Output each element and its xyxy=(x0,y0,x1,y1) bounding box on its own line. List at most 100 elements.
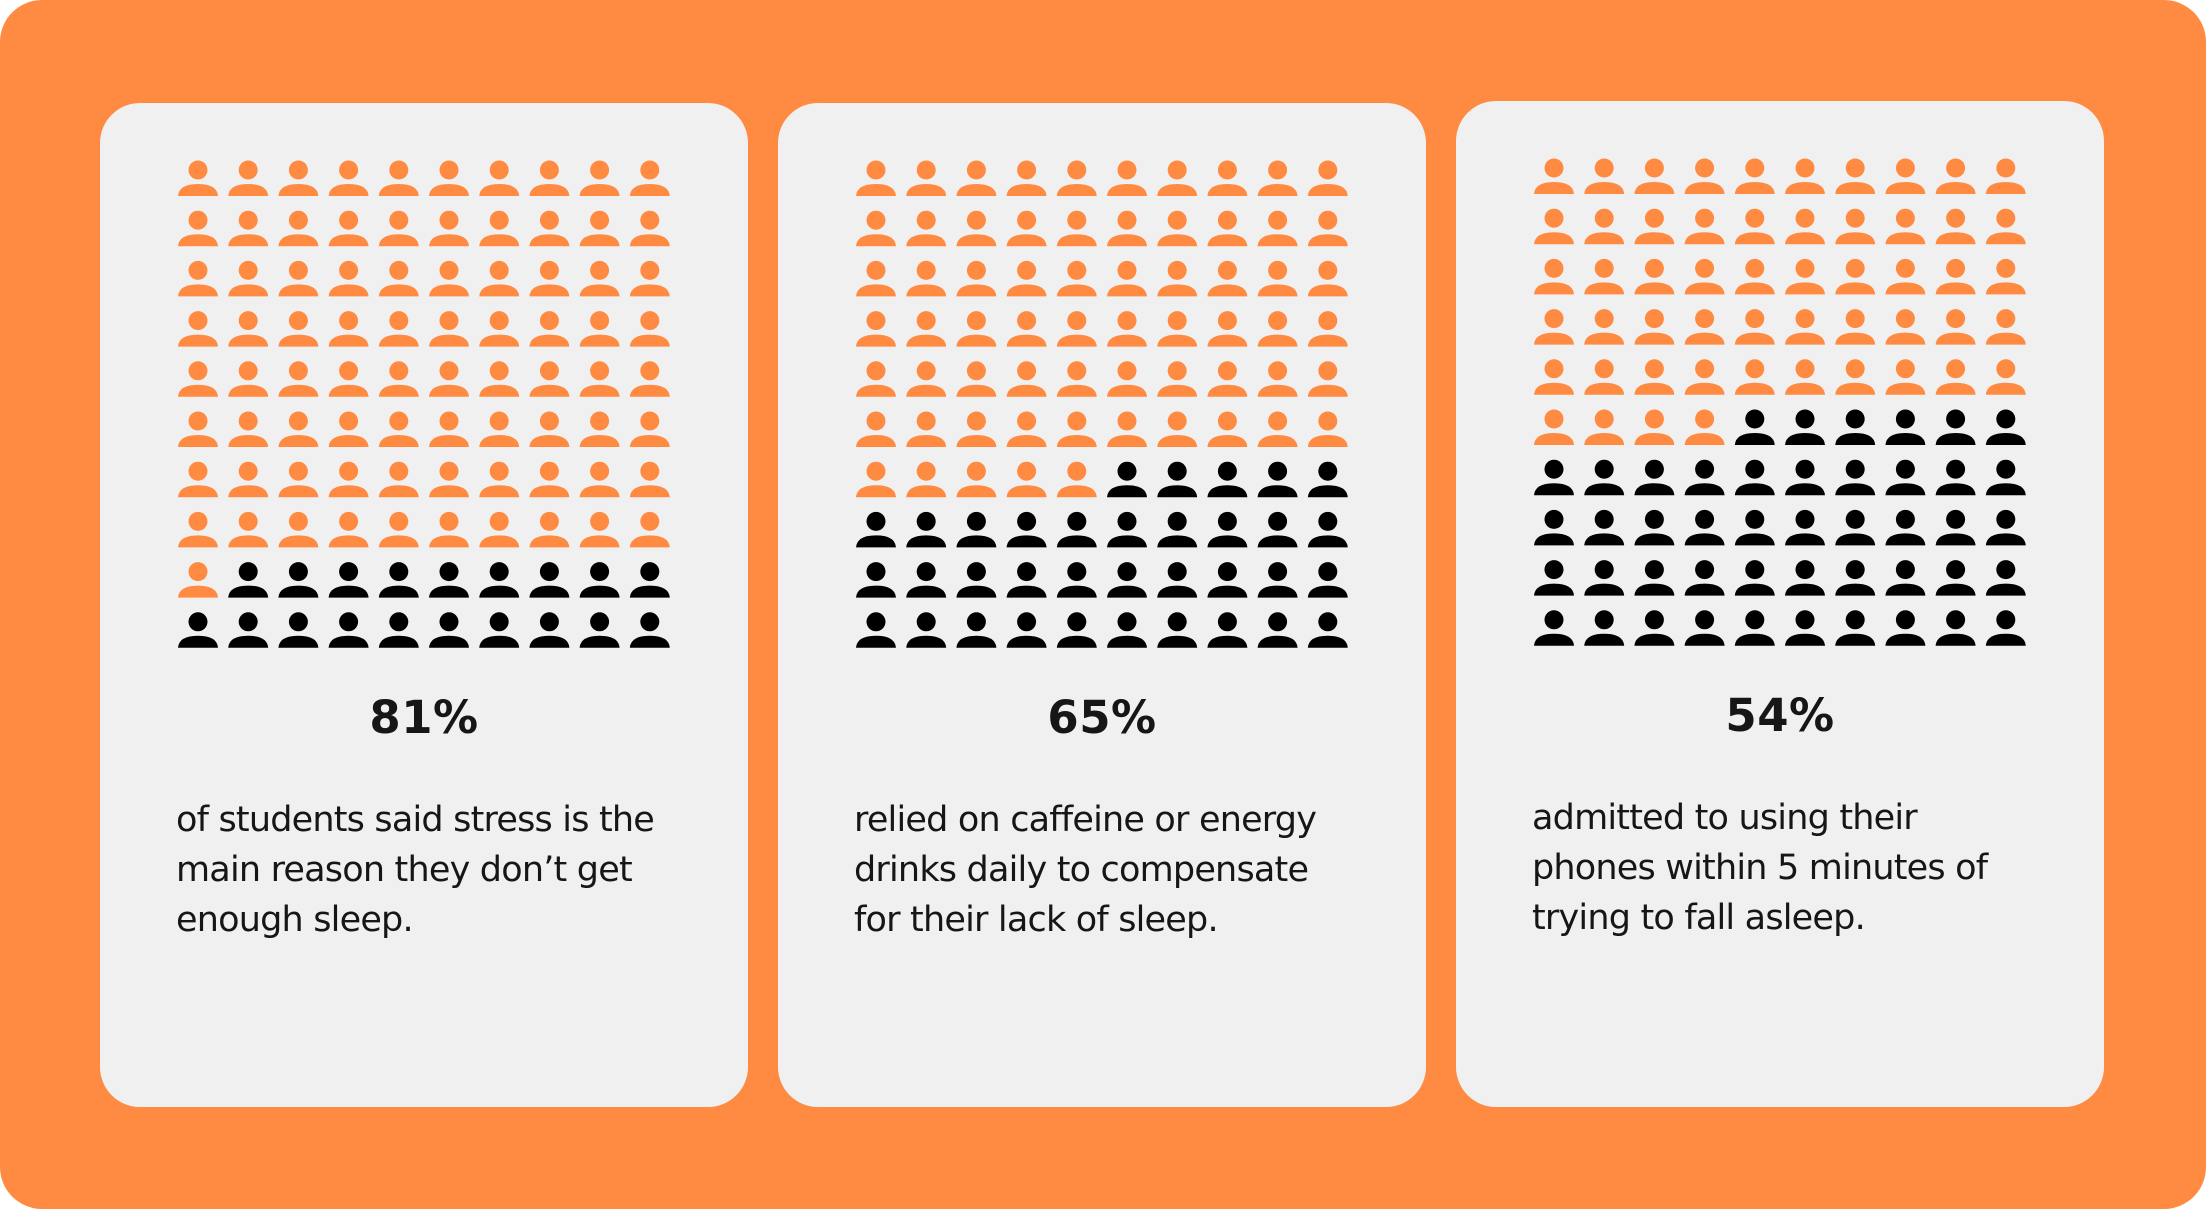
person-icon-highlighted xyxy=(906,411,947,447)
person-icon-highlighted xyxy=(629,260,670,297)
person-icon-highlighted xyxy=(178,260,218,297)
person-icon-highlighted xyxy=(1006,361,1047,397)
stat-description: admitted to using their phones within 5 … xyxy=(1532,793,2072,943)
person-icon xyxy=(1634,560,1675,596)
description-line: admitted to using their xyxy=(1532,798,1918,838)
person-icon-highlighted xyxy=(1006,461,1047,498)
person-icon-highlighted xyxy=(629,461,670,498)
person-icon-highlighted xyxy=(1584,309,1625,345)
person-icon xyxy=(1835,560,1876,596)
pictogram-grid xyxy=(178,160,673,659)
person-icon-highlighted xyxy=(1107,160,1147,196)
person-icon-highlighted xyxy=(328,411,369,447)
person-icon-highlighted xyxy=(1157,260,1198,297)
person-icon-highlighted xyxy=(378,260,419,297)
person-icon xyxy=(1584,560,1625,596)
description-line: enough sleep. xyxy=(176,900,414,940)
person-icon-highlighted xyxy=(1985,359,2026,395)
person-icon-highlighted xyxy=(178,511,218,548)
person-icon xyxy=(906,562,947,598)
person-icon-highlighted xyxy=(629,311,670,347)
stat-description: relied on caffeine or energy drinks dail… xyxy=(854,795,1394,945)
person-icon-highlighted xyxy=(178,160,218,196)
person-icon xyxy=(1307,461,1348,498)
person-icon xyxy=(1307,562,1348,598)
person-icon-highlighted xyxy=(278,160,319,196)
person-icon xyxy=(1785,560,1825,596)
person-icon-highlighted xyxy=(228,511,269,548)
person-icon-highlighted xyxy=(1734,309,1775,345)
person-icon-highlighted xyxy=(629,210,670,247)
person-icon-highlighted xyxy=(906,361,947,397)
person-icon-highlighted xyxy=(1056,311,1097,347)
person-icon-highlighted xyxy=(1056,461,1097,498)
person-icon-highlighted xyxy=(429,260,469,297)
person-icon-highlighted xyxy=(1257,160,1298,196)
person-icon xyxy=(1534,509,1574,546)
person-icon-highlighted xyxy=(1006,210,1047,247)
description-line: phones within 5 minutes of xyxy=(1532,848,1988,888)
person-icon-highlighted xyxy=(1257,260,1298,297)
person-icon-highlighted xyxy=(1307,411,1348,447)
person-icon-highlighted xyxy=(856,260,896,297)
person-icon-highlighted xyxy=(378,160,419,196)
person-icon xyxy=(1257,511,1298,548)
person-icon-highlighted xyxy=(1634,258,1675,295)
person-icon-highlighted xyxy=(1207,361,1248,397)
person-icon xyxy=(1207,511,1248,548)
person-icon xyxy=(1985,560,2026,596)
person-icon-highlighted xyxy=(1107,311,1147,347)
person-icon xyxy=(278,562,319,598)
person-icon-highlighted xyxy=(1835,258,1876,295)
person-icon-highlighted xyxy=(479,411,520,447)
stat-card-phones: 54% admitted to using their phones withi… xyxy=(1456,101,2104,1107)
stat-card-stress: 81% of students said stress is the main … xyxy=(100,103,748,1107)
person-icon-highlighted xyxy=(328,311,369,347)
person-icon xyxy=(1584,610,1625,646)
person-icon-highlighted xyxy=(1056,260,1097,297)
person-icon-highlighted xyxy=(529,260,570,297)
person-icon-highlighted xyxy=(328,461,369,498)
person-icon-highlighted xyxy=(1885,309,1926,345)
person-icon-highlighted xyxy=(529,311,570,347)
person-icon-highlighted xyxy=(1157,160,1198,196)
pictogram-grid xyxy=(856,160,1351,659)
person-icon-highlighted xyxy=(178,411,218,447)
person-icon xyxy=(228,562,269,598)
person-icon-highlighted xyxy=(1684,309,1725,345)
person-icon-highlighted xyxy=(1835,158,1876,194)
person-icon xyxy=(1307,612,1348,648)
person-icon-highlighted xyxy=(956,361,997,397)
person-icon-highlighted xyxy=(1584,158,1625,194)
person-icon-highlighted xyxy=(579,511,620,548)
stat-description: of students said stress is the main reas… xyxy=(176,795,716,945)
person-icon xyxy=(1207,461,1248,498)
person-icon-highlighted xyxy=(1684,258,1725,295)
person-icon-highlighted xyxy=(1584,409,1625,445)
person-icon-highlighted xyxy=(1534,309,1574,345)
person-icon-highlighted xyxy=(1307,210,1348,247)
description-line: drinks daily to compensate xyxy=(854,850,1309,890)
pictogram-chart xyxy=(178,160,670,648)
pictogram-chart xyxy=(856,160,1348,648)
person-icon xyxy=(1534,610,1574,646)
person-icon xyxy=(429,562,469,598)
stat-percentage: 54% xyxy=(1725,689,1835,742)
person-icon xyxy=(1734,459,1775,496)
person-icon-highlighted xyxy=(529,361,570,397)
person-icon-highlighted xyxy=(579,260,620,297)
person-icon-highlighted xyxy=(1157,361,1198,397)
person-icon xyxy=(1885,459,1926,496)
person-icon-highlighted xyxy=(1207,210,1248,247)
person-icon-highlighted xyxy=(1534,208,1574,245)
person-icon-highlighted xyxy=(956,311,997,347)
person-icon-highlighted xyxy=(529,411,570,447)
person-icon-highlighted xyxy=(378,361,419,397)
person-icon-highlighted xyxy=(1207,160,1248,196)
person-icon-highlighted xyxy=(278,461,319,498)
person-icon-highlighted xyxy=(906,260,947,297)
person-icon-highlighted xyxy=(1107,210,1147,247)
person-icon xyxy=(956,612,997,648)
person-icon xyxy=(479,612,520,648)
